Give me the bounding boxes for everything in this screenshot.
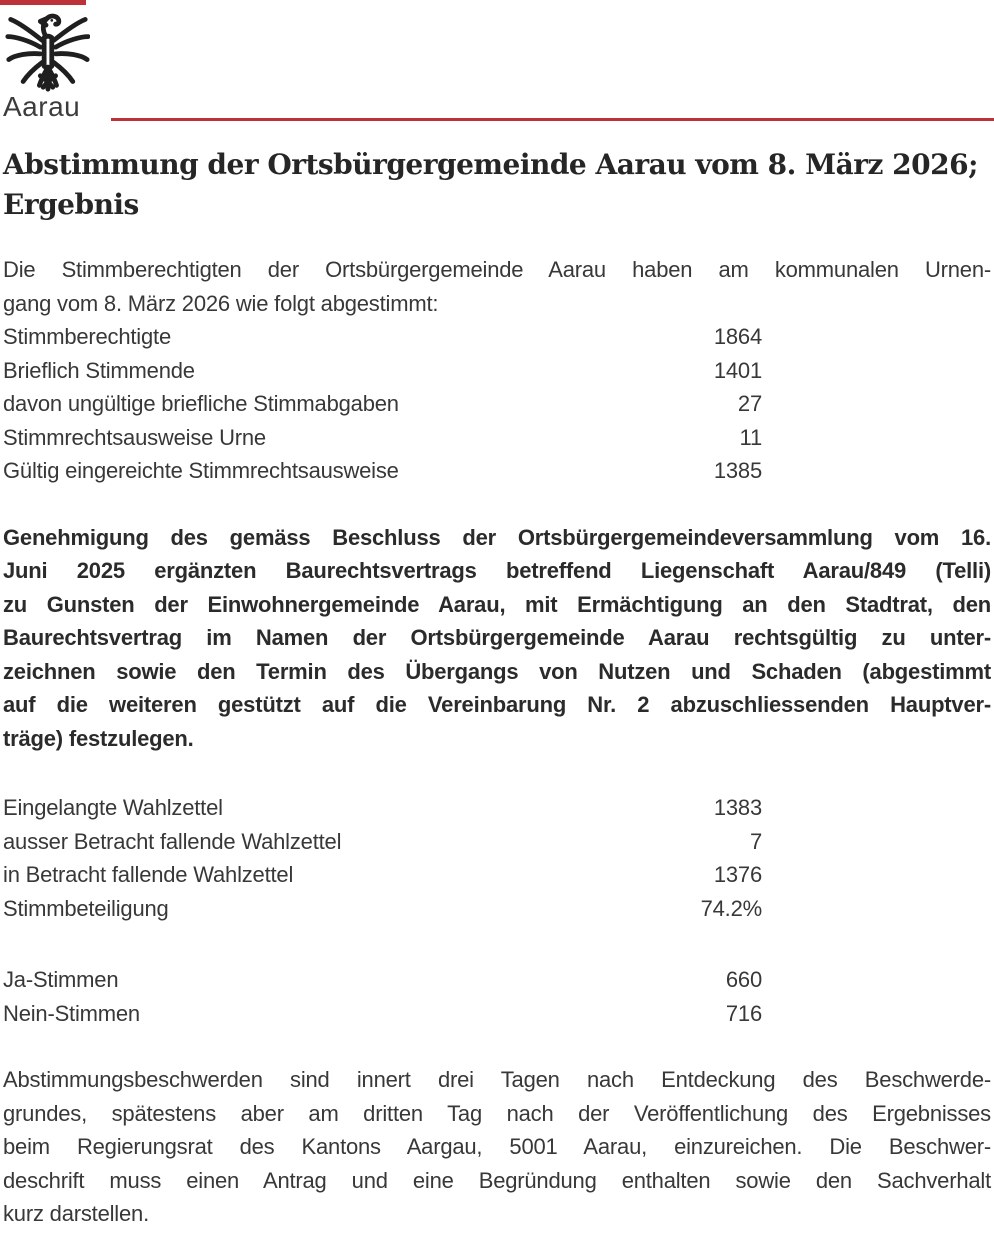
table-row: 7 ausser Betracht fallende Wahlzettel [3, 825, 991, 859]
row-value: 7 [749, 828, 762, 854]
table-row: 27 davon ungültige briefliche Stimmabgab… [3, 387, 991, 421]
intro-line-2: gang vom 8. März 2026 wie folgt abgestim… [3, 290, 439, 316]
row-value: 74.2% [700, 895, 763, 921]
proposal-line-4: Baurechtsvertrag im Namen der Ortsbürger… [3, 625, 991, 650]
turnout-table: 1864 Stimmberechtigte 1401 Brieflich Sti… [3, 320, 991, 488]
aarau-eagle-icon [5, 13, 90, 92]
table-row: 1864 Stimmberechtigte [3, 320, 991, 354]
header-rule [111, 118, 994, 121]
row-value: 1385 [713, 458, 762, 483]
intro-line-1: Die Stimmberechtigten der Ortsbürgergeme… [3, 257, 991, 282]
table-row: 11 Stimmrechtsausweise Urne [3, 421, 991, 455]
aarau-logo: Aarau [3, 8, 103, 121]
appeal-line-1: Abstimmungsbeschwerden sind innert drei … [3, 1067, 991, 1092]
appeal-line-2: grundes, spätestens aber am dritten Tag … [3, 1100, 991, 1126]
proposal-line-1: Genehmigung des gemäss Beschluss der Ort… [3, 524, 991, 550]
appeal-paragraph: Abstimmungsbeschwerden sind innert drei … [3, 1063, 991, 1231]
row-label: Stimmbeteiligung [3, 895, 169, 921]
row-value: 716 [725, 1000, 762, 1026]
ballots-table: 1383 Eingelangte Wahlzettel 7 ausser Bet… [3, 791, 991, 925]
intro-paragraph: Die Stimmberechtigten der Ortsbürgergeme… [3, 253, 991, 320]
result-table: 660 Ja-Stimmen 716 Nein-Stimmen [3, 963, 991, 1030]
table-row: 660 Ja-Stimmen [3, 963, 991, 997]
page-title: Abstimmung der Ortsbürgergemeinde Aarau … [3, 145, 991, 225]
table-row: 1376 in Betracht fallende Wahlzettel [3, 858, 991, 892]
row-label: Ja-Stimmen [3, 967, 119, 992]
proposal-line-6: auf die weiteren gestützt auf die Verein… [3, 692, 991, 717]
row-value: 1864 [713, 324, 762, 349]
top-accent-bar [0, 0, 86, 5]
appeal-line-4: deschrift muss einen Antrag und eine Beg… [3, 1167, 991, 1193]
proposal-line-5: zeichnen sowie den Termin des Übergangs … [3, 658, 991, 684]
proposal-paragraph: Genehmigung des gemäss Beschluss der Ort… [3, 521, 991, 756]
row-label: Stimmrechtsausweise Urne [3, 424, 266, 450]
row-label: Stimmberechtigte [3, 324, 171, 349]
row-value: 1401 [713, 357, 762, 383]
row-label: Eingelangte Wahlzettel [3, 795, 223, 820]
aarau-wordmark: Aarau [3, 91, 81, 122]
table-row: 1383 Eingelangte Wahlzettel [3, 791, 991, 825]
row-value: 11 [739, 424, 763, 450]
proposal-line-7: träge) festzulegen. [3, 725, 194, 751]
header: Aarau [3, 0, 994, 123]
table-row: 1401 Brieflich Stimmende [3, 354, 991, 388]
table-row: 716 Nein-Stimmen [3, 997, 991, 1031]
table-row: 1385 Gültig eingereichte Stimmrechtsausw… [3, 454, 991, 488]
row-value: 1376 [713, 862, 762, 887]
proposal-line-3: zu Gunsten der Einwohnergemeinde Aarau, … [3, 591, 991, 617]
row-value: 1383 [713, 795, 762, 820]
row-value: 27 [737, 391, 762, 416]
row-label: Nein-Stimmen [3, 1000, 140, 1026]
row-value: 660 [725, 967, 762, 992]
appeal-line-5: kurz darstellen. [3, 1201, 149, 1226]
row-label: davon ungültige briefliche Stimmabgaben [3, 391, 399, 416]
table-row: 74.2% Stimmbeteiligung [3, 892, 991, 926]
row-label: ausser Betracht fallende Wahlzettel [3, 828, 342, 854]
appeal-line-3: beim Regierungsrat des Kantons Aargau, 5… [3, 1134, 991, 1159]
row-label: Gültig eingereichte Stimmrechtsausweise [3, 458, 399, 483]
page-title-line-2: Ergebnis [3, 188, 139, 221]
row-label: in Betracht fallende Wahlzettel [3, 862, 294, 887]
row-label: Brieflich Stimmende [3, 357, 195, 383]
page-title-line-1: Abstimmung der Ortsbürgergemeinde Aarau … [3, 148, 978, 181]
proposal-line-2: Juni 2025 ergänzten Baurechtsvertrags be… [3, 558, 991, 583]
